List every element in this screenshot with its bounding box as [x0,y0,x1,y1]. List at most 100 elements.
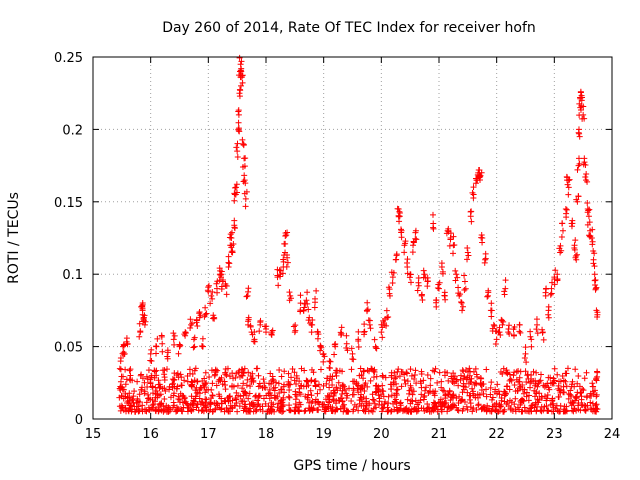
data-point [242,203,249,210]
data-point [241,365,248,372]
data-point [131,408,138,415]
data-point [266,395,273,402]
data-point [245,369,252,376]
data-point [478,232,485,239]
data-point [268,380,275,387]
data-point [158,400,165,407]
data-point [364,367,371,374]
data-point [467,208,474,215]
data-point [272,384,279,391]
data-point [333,384,340,391]
data-point [446,242,453,249]
data-point [418,405,425,412]
data-point [558,386,565,393]
data-point [202,389,209,396]
data-point [496,391,503,398]
data-point [447,236,454,243]
data-point [496,324,503,331]
data-point [591,250,598,257]
data-point [234,189,241,196]
data-point [406,387,413,394]
data-point [175,350,182,357]
data-point [136,391,143,398]
data-point [187,324,194,331]
data-point [241,163,248,170]
data-point [217,272,224,279]
data-point [290,323,297,330]
data-point [407,382,414,389]
data-point [234,140,241,147]
data-point [339,390,346,397]
data-point [301,408,308,415]
data-point [593,377,600,384]
data-point [293,393,300,400]
data-point [151,368,158,375]
data-point [208,367,215,374]
data-point [182,332,189,339]
data-point [407,279,414,286]
data-point [199,335,206,342]
data-point [339,398,346,405]
data-point [174,383,181,390]
data-point [467,379,474,386]
data-point [296,385,303,392]
data-point [241,398,248,405]
data-point [256,380,263,387]
data-point [555,393,562,400]
data-point [326,384,333,391]
data-point [516,385,523,392]
data-point [584,221,591,228]
data-point [291,329,298,336]
data-point [126,390,133,397]
data-point [594,311,601,318]
data-point [322,408,329,415]
data-point [458,298,465,305]
x-tick-label: 18 [258,427,275,442]
data-point [370,405,377,412]
data-point [238,366,245,373]
data-point [420,394,427,401]
data-point [177,342,184,349]
data-point [593,401,600,408]
data-point [140,317,147,324]
data-point [557,242,564,249]
data-point [143,408,150,415]
data-point [488,313,495,320]
data-point [580,111,587,118]
data-point [248,375,255,382]
data-point [139,300,146,307]
data-point [269,373,276,380]
data-point [321,353,328,360]
data-point [413,236,420,243]
data-point [324,392,331,399]
data-point [470,195,477,202]
data-point [251,329,258,336]
data-point [201,313,208,320]
data-point [519,382,526,389]
data-point [363,395,370,402]
data-point [488,307,495,314]
data-point [528,343,535,350]
data-point [281,381,288,388]
data-point [412,235,419,242]
data-point [136,407,143,414]
data-point [292,396,299,403]
data-point [279,396,286,403]
data-point [469,385,476,392]
data-point [432,365,439,372]
data-point [190,400,197,407]
data-point [455,382,462,389]
data-point [478,234,485,241]
data-point [117,407,124,414]
data-point [145,391,152,398]
data-point [436,279,443,286]
data-point [433,403,440,410]
data-point [463,403,470,410]
data-point [203,310,210,317]
data-point [433,296,440,303]
data-point [326,377,333,384]
data-point [470,184,477,191]
data-point [575,400,582,407]
data-point [180,393,187,400]
data-point [303,383,310,390]
